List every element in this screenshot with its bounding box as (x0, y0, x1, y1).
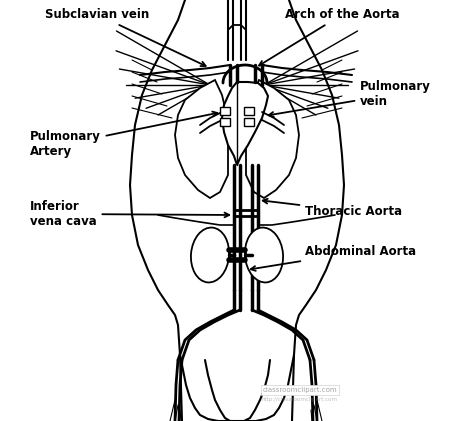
Ellipse shape (191, 228, 229, 282)
Text: Inferior
vena cava: Inferior vena cava (30, 200, 229, 228)
Polygon shape (175, 80, 228, 198)
Ellipse shape (245, 228, 283, 282)
Text: Pulmonary
vein: Pulmonary vein (269, 80, 431, 117)
Text: Abdominal Aorta: Abdominal Aorta (251, 245, 416, 271)
Polygon shape (222, 82, 268, 165)
Text: classroomclipart.com: classroomclipart.com (263, 387, 337, 393)
Text: Pulmonary
Artery: Pulmonary Artery (30, 112, 217, 158)
Bar (244, 118, 254, 126)
Bar (244, 107, 254, 115)
Polygon shape (246, 80, 299, 198)
Text: Subclavian vein: Subclavian vein (45, 8, 206, 66)
Text: http://classroomclipart.com: http://classroomclipart.com (262, 397, 338, 402)
Text: Thoracic Aorta: Thoracic Aorta (263, 199, 402, 218)
Text: Arch of the Aorta: Arch of the Aorta (259, 8, 400, 66)
Bar (220, 107, 230, 115)
Bar (220, 118, 230, 126)
